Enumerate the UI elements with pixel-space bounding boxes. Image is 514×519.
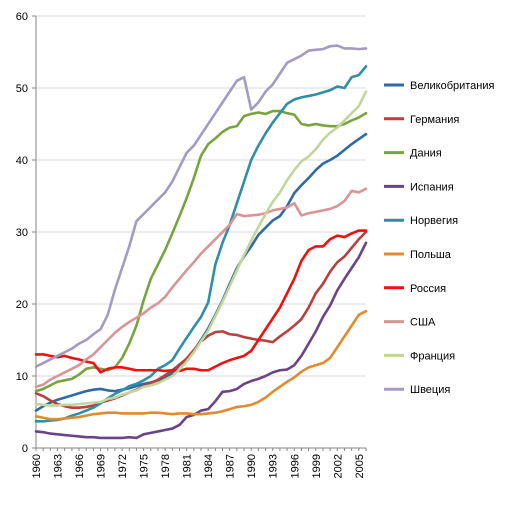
series-line-1 xyxy=(34,230,368,409)
legend-label: Россия xyxy=(410,283,446,295)
y-tick-label: 10 xyxy=(16,371,28,383)
x-tick-label: 1975 xyxy=(139,454,151,478)
y-tick-label: 0 xyxy=(22,443,28,455)
x-tick-label: 1996 xyxy=(289,454,301,478)
x-tick-label: 1999 xyxy=(311,454,323,478)
legend-label: Франция xyxy=(410,350,455,362)
x-tick-label: 1969 xyxy=(96,454,108,478)
x-tick-label: 1993 xyxy=(268,454,280,478)
series-lines xyxy=(34,44,368,440)
series-line-5 xyxy=(34,309,368,421)
legend-label: Испания xyxy=(410,181,454,193)
axes xyxy=(32,15,367,451)
y-tick-label: 20 xyxy=(16,299,28,311)
x-tick-label: 1963 xyxy=(53,454,65,478)
y-tick-label: 60 xyxy=(16,11,28,23)
x-tick-label: 1984 xyxy=(203,454,215,478)
x-tick-label: 1987 xyxy=(225,454,237,478)
y-tick-label: 30 xyxy=(16,227,28,239)
x-tick-label: 1990 xyxy=(246,454,258,478)
legend-label: Польша xyxy=(410,249,452,261)
x-tick-label: 1978 xyxy=(160,454,172,478)
x-axis-tick-labels: 1960 1963 1966 1969 1972 1975 1978 1981 1984 1987… xyxy=(31,454,366,478)
x-tick-label: 1966 xyxy=(74,454,86,478)
legend-label: Великобритания xyxy=(410,80,495,92)
series-line-8 xyxy=(34,90,368,407)
legend-label: Дания xyxy=(410,148,442,160)
legend-label: Швеция xyxy=(410,384,450,396)
x-tick-label: 2002 xyxy=(332,454,344,478)
legend: Великобритания Германия Дания Испания Норвег… xyxy=(384,80,495,396)
y-tick-label: 40 xyxy=(16,155,28,167)
series-line-7 xyxy=(34,187,368,389)
x-tick-label: 1960 xyxy=(31,454,43,478)
x-tick-label: 1981 xyxy=(182,454,194,478)
series-line-4 xyxy=(34,65,368,423)
gridlines xyxy=(36,15,366,377)
legend-label: Германия xyxy=(410,114,459,126)
series-line-2 xyxy=(34,109,368,393)
y-axis-tick-labels: 0 10 20 30 40 50 60 xyxy=(16,11,28,455)
series-line-3 xyxy=(34,241,368,440)
x-tick-label: 1972 xyxy=(117,454,129,478)
series-line-6 xyxy=(34,229,368,374)
legend-label: Норвегия xyxy=(410,215,458,227)
legend-label: США xyxy=(410,317,436,329)
series-line-9 xyxy=(34,44,368,368)
y-tick-label: 50 xyxy=(16,83,28,95)
x-tick-label: 2005 xyxy=(354,454,366,478)
